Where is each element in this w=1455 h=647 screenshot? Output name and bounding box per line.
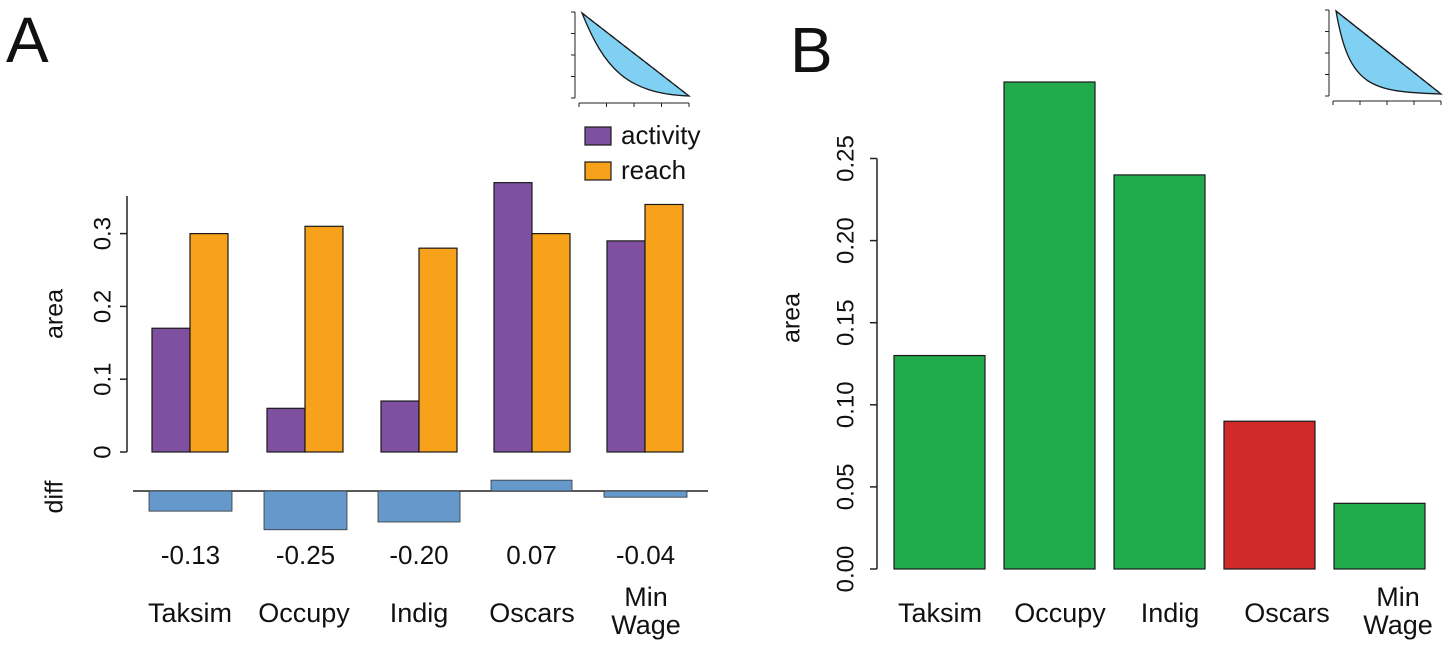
panel-a-bar-reach <box>644 203 684 453</box>
panel-a-diff-bar <box>603 490 688 498</box>
panel-a-diff-bar <box>490 479 573 492</box>
legend-label-activity: activity <box>621 120 700 150</box>
panel-b: B 0.00 0.05 0.10 0.15 0.20 0.25 area Taksim Occ… <box>778 9 1443 640</box>
panel-b-bar <box>893 354 986 570</box>
panel-b-category-label: Indig <box>1141 598 1200 628</box>
panel-b-bar <box>1003 81 1096 570</box>
legend-swatch-reach <box>584 161 612 181</box>
panel-b-category-label: Wage <box>1363 610 1433 640</box>
panel-b-bars <box>893 81 1426 570</box>
panel-a-category-label: Min <box>624 582 668 612</box>
panel-b-bar <box>1223 420 1316 570</box>
panel-a-inset-curve <box>571 11 691 107</box>
panel-b-y-axis-title: area <box>778 293 806 343</box>
panel-a-bar-reach <box>418 247 458 453</box>
panel-a-bar-activity <box>493 182 533 453</box>
panel-a-diff-axis-title: diff <box>41 481 69 514</box>
panel-b-y-tick-label: 0.00 <box>832 546 859 593</box>
panel-a-y-tick-label: 0.1 <box>89 363 116 396</box>
panel-a-y-tick-label: 0.3 <box>89 217 116 250</box>
panel-a-diff-bars: diff -0.13 -0.25 -0.20 0.07 -0.04 <box>41 479 708 570</box>
panel-a-bar-reach <box>189 233 229 453</box>
legend-label-reach: reach <box>621 155 686 185</box>
panel-a-bar-reach <box>531 233 571 453</box>
panel-b-y-tick-label: 0.20 <box>832 217 859 264</box>
panel-b-bar <box>1333 502 1426 570</box>
panel-a-letter: A <box>6 4 49 76</box>
panel-b-y-tick-label: 0.25 <box>832 135 859 182</box>
panel-a-bar-activity <box>266 407 306 453</box>
panel-b-inset-curve <box>1325 9 1443 105</box>
panel-a-diff-value-label: -0.13 <box>161 540 220 570</box>
panel-b-y-tick-label: 0.10 <box>832 381 859 428</box>
panel-a-category-label: Wage <box>611 610 681 640</box>
panel-a-diff-bar <box>263 490 348 531</box>
panel-a-legend: activity reach <box>584 120 700 185</box>
panel-a-diff-value-label: -0.04 <box>616 540 675 570</box>
panel-a-diff-bar <box>148 490 233 512</box>
legend-swatch-activity <box>584 126 612 146</box>
panel-a-diff-bar <box>377 490 461 523</box>
panel-b-y-tick-label: 0.15 <box>832 299 859 346</box>
panel-a-diff-value-label: 0.07 <box>506 540 557 570</box>
panel-a-diff-value-label: -0.25 <box>276 540 335 570</box>
panel-b-y-tick-label: 0.05 <box>832 464 859 511</box>
panel-b-category-label: Occupy <box>1014 598 1106 628</box>
panel-b-category-label: Oscars <box>1244 598 1330 628</box>
panel-a-category-label: Taksim <box>148 598 232 628</box>
panel-a-category-label: Occupy <box>258 598 350 628</box>
panel-b-bar <box>1113 174 1206 570</box>
panel-a-bar-activity <box>606 240 646 453</box>
panel-a: A activity reach 0 0.1 0.2 0.3 area diff -0.13… <box>6 4 708 640</box>
panel-b-category-label: Taksim <box>898 598 982 628</box>
panel-a-y-tick-label: 0.2 <box>89 290 116 323</box>
panel-a-bars <box>151 182 684 453</box>
panel-b-inset-diagonal <box>1335 10 1442 95</box>
panel-a-bar-activity <box>380 400 420 453</box>
panel-a-inset-diagonal <box>581 12 690 97</box>
panel-a-y-tick-label: 0 <box>89 445 116 458</box>
panel-b-letter: B <box>790 14 833 86</box>
panel-a-category-label: Indig <box>390 598 449 628</box>
panel-b-category-label: Min <box>1376 582 1420 612</box>
panel-a-bar-activity <box>151 327 191 453</box>
panel-b-y-axis: 0.00 0.05 0.10 0.15 0.20 0.25 area <box>778 135 878 593</box>
panel-a-category-label: Oscars <box>489 598 575 628</box>
panel-a-y-axis-title: area <box>41 289 69 339</box>
panel-a-bar-reach <box>304 225 344 453</box>
panel-a-y-axis: 0 0.1 0.2 0.3 area <box>41 196 128 459</box>
panel-a-diff-value-label: -0.20 <box>389 540 448 570</box>
